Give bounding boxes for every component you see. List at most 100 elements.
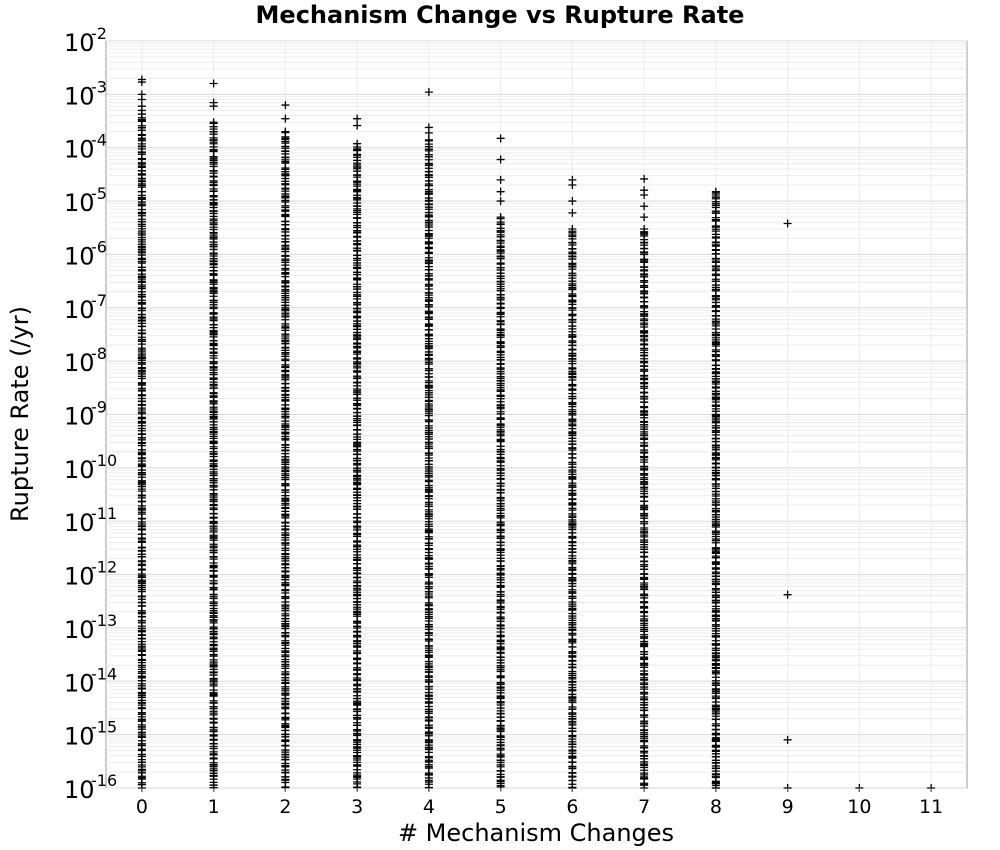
data-point [711, 337, 720, 346]
y-tick-exponent: -13 [91, 611, 117, 630]
data-point [424, 88, 433, 97]
data-point [711, 418, 720, 427]
data-point [137, 102, 146, 111]
y-tick-exponent: -5 [91, 184, 107, 203]
y-tick-exponent: -7 [91, 291, 107, 310]
data-point [496, 155, 505, 164]
data-point [281, 101, 290, 110]
data-point [783, 735, 792, 744]
data-point [640, 174, 649, 183]
y-tick-label: 10 [64, 296, 95, 324]
x-tick-label: 0 [136, 796, 148, 818]
y-tick-label: 10 [64, 29, 95, 57]
x-axis-title: # Mechanism Changes [398, 819, 674, 847]
x-tick-label: 9 [782, 796, 794, 818]
y-tick-label: 10 [64, 456, 95, 484]
y-tick-label: 10 [64, 669, 95, 697]
data-point [711, 651, 720, 660]
data-point [353, 121, 362, 130]
data-point [711, 591, 720, 600]
data-point [783, 590, 792, 599]
y-tick-label: 10 [64, 82, 95, 110]
data-point [568, 208, 577, 217]
x-tick-label: 6 [566, 796, 578, 818]
x-tick-label: 3 [351, 796, 363, 818]
data-point [640, 224, 649, 233]
data-point [711, 639, 720, 648]
data-point [711, 689, 720, 698]
y-tick-label: 10 [64, 189, 95, 217]
data-point [209, 79, 218, 88]
data-point [711, 401, 720, 410]
data-point [711, 607, 720, 616]
data-point [496, 197, 505, 206]
data-point [711, 549, 720, 558]
y-tick-exponent: -12 [91, 558, 117, 577]
data-point [711, 705, 720, 714]
data-point [496, 213, 505, 222]
y-tick-exponent: -11 [91, 504, 117, 523]
y-axis-title: Rupture Rate (/yr) [6, 306, 34, 522]
chart-title: Mechanism Change vs Rupture Rate [256, 1, 745, 29]
y-tick-label: 10 [64, 403, 95, 431]
data-point [711, 770, 720, 779]
data-point [496, 187, 505, 196]
data-point [711, 187, 720, 196]
data-point [209, 102, 218, 111]
data-point [424, 128, 433, 137]
y-tick-label: 10 [64, 136, 95, 164]
y-axis-ticks: 10-1610-1510-1410-1310-1210-1110-1010-91… [64, 24, 117, 804]
data-point [711, 463, 720, 472]
data-point [711, 378, 720, 387]
data-point [783, 219, 792, 228]
y-tick-exponent: -14 [91, 664, 117, 683]
data-point [496, 175, 505, 184]
x-tick-label: 8 [710, 796, 722, 818]
y-tick-exponent: -15 [91, 718, 117, 737]
y-tick-exponent: -4 [91, 131, 107, 150]
y-tick-label: 10 [64, 242, 95, 270]
y-tick-exponent: -3 [91, 77, 107, 96]
y-tick-label: 10 [64, 723, 95, 751]
x-tick-label: 10 [847, 796, 871, 818]
data-point [568, 224, 577, 233]
y-tick-exponent: -8 [91, 344, 107, 363]
y-tick-label: 10 [64, 616, 95, 644]
data-point [711, 517, 720, 526]
data-point [640, 213, 649, 222]
data-point [711, 454, 720, 463]
y-tick-exponent: -10 [91, 451, 117, 470]
y-tick-exponent: -2 [91, 24, 107, 43]
x-tick-label: 2 [279, 796, 291, 818]
data-point [568, 181, 577, 190]
data-point [353, 139, 362, 148]
y-tick-exponent: -6 [91, 237, 107, 256]
data-point [711, 368, 720, 377]
x-tick-label: 4 [423, 796, 435, 818]
x-tick-label: 11 [919, 796, 943, 818]
data-point [711, 507, 720, 516]
x-axis-ticks: 0 1 2 3 4 5 6 7 8 9 10 11 [136, 788, 943, 818]
data-point [424, 135, 433, 144]
data-point [711, 475, 720, 484]
data-point [711, 426, 720, 435]
data-point [137, 78, 146, 87]
y-tick-label: 10 [64, 776, 95, 804]
data-point [281, 127, 290, 136]
y-tick-label: 10 [64, 563, 95, 591]
x-tick-label: 5 [495, 796, 507, 818]
data-point [496, 134, 505, 143]
y-tick-exponent: -16 [91, 771, 117, 790]
data-point [209, 118, 218, 127]
y-tick-exponent: -9 [91, 398, 107, 417]
data-point [711, 614, 720, 623]
data-point [711, 742, 720, 751]
x-tick-label: 7 [638, 796, 650, 818]
data-point [640, 190, 649, 199]
data-point [568, 197, 577, 206]
data-points [137, 75, 936, 792]
data-point [711, 575, 720, 584]
data-point [711, 632, 720, 641]
data-point [353, 114, 362, 123]
